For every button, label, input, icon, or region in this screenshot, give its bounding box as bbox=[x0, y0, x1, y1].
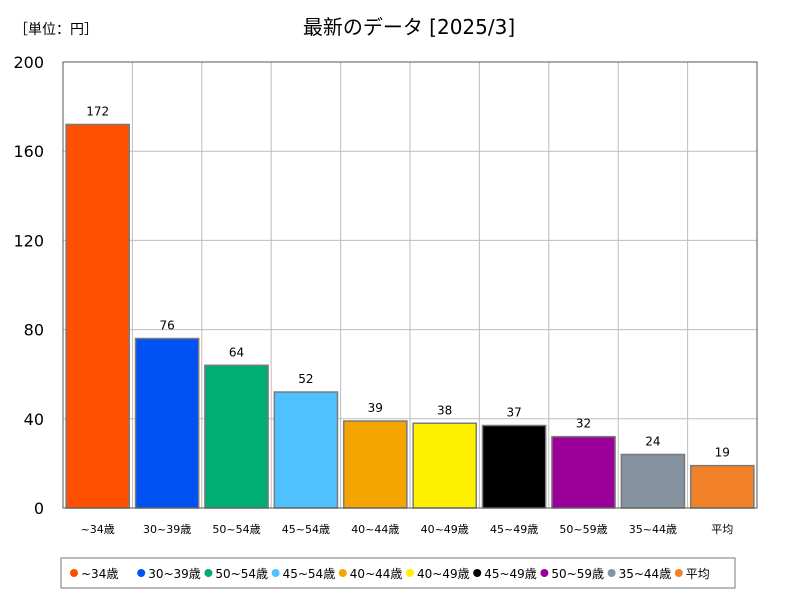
data-labels: 172 76 64 52 39 38 37 32 24 19 bbox=[86, 104, 730, 459]
legend-marker bbox=[204, 569, 213, 577]
legend: ~34歳 30~39歳 50~54歳 45~54歳 40~44歳 40~49歳 45~49歳… bbox=[70, 567, 710, 581]
bar bbox=[134, 337, 200, 509]
legend-label: 30~39歳 bbox=[148, 567, 201, 581]
unit-label: ［単位：円］ bbox=[14, 22, 98, 38]
y-tick-label: 80 bbox=[24, 321, 44, 340]
legend-label: 40~49歳 bbox=[417, 567, 470, 581]
x-tick-label: 平均 bbox=[711, 523, 733, 536]
chart-title: 最新のデータ [2025/3] bbox=[303, 15, 515, 39]
x-tick-label: 40~44歳 bbox=[351, 523, 399, 536]
x-tick-label: 45~54歳 bbox=[282, 523, 330, 536]
x-tick-label: 50~54歳 bbox=[212, 523, 260, 536]
legend-label: 45~49歳 bbox=[484, 567, 537, 581]
legend-marker bbox=[271, 569, 280, 577]
legend-marker bbox=[607, 569, 616, 577]
data-label: 52 bbox=[298, 372, 313, 386]
x-tick-label: 30~39歳 bbox=[143, 523, 191, 536]
y-axis-ticks: 0 40 80 120 160 200 bbox=[13, 53, 44, 518]
x-tick-label: 35~44歳 bbox=[629, 523, 677, 536]
bar bbox=[204, 364, 269, 509]
bar bbox=[689, 464, 755, 509]
y-tick-label: 120 bbox=[13, 231, 44, 250]
legend-marker bbox=[674, 569, 683, 577]
plot-area-border bbox=[62, 61, 758, 509]
data-label: 19 bbox=[715, 446, 730, 460]
bar bbox=[412, 422, 478, 509]
bar bbox=[551, 435, 616, 509]
bar bbox=[481, 424, 547, 509]
data-label: 39 bbox=[368, 401, 383, 415]
data-label: 64 bbox=[229, 345, 244, 359]
y-tick-label: 0 bbox=[34, 499, 44, 518]
data-label: 37 bbox=[506, 405, 521, 419]
bars bbox=[65, 123, 755, 509]
legend-marker bbox=[540, 569, 549, 577]
legend-label: 45~54歳 bbox=[283, 567, 336, 581]
x-tick-label: ~34歳 bbox=[81, 523, 115, 536]
legend-marker bbox=[137, 569, 146, 577]
x-axis-ticks: ~34歳 30~39歳 50~54歳 45~54歳 40~44歳 40~49歳 45~49歳… bbox=[81, 523, 734, 536]
legend-marker bbox=[473, 569, 482, 577]
bar bbox=[342, 420, 408, 509]
bar bbox=[273, 391, 339, 509]
bar bbox=[65, 123, 131, 509]
x-tick-label: 40~49歳 bbox=[421, 523, 469, 536]
y-tick-label: 160 bbox=[13, 142, 44, 161]
legend-marker bbox=[70, 569, 78, 577]
legend-box bbox=[60, 557, 736, 589]
y-tick-label: 40 bbox=[24, 410, 44, 429]
legend-marker bbox=[406, 569, 414, 577]
data-label: 38 bbox=[437, 403, 452, 417]
data-label: 172 bbox=[86, 104, 109, 118]
legend-label: 平均 bbox=[686, 567, 710, 581]
legend-label: 40~44歳 bbox=[350, 567, 403, 581]
legend-label: ~34歳 bbox=[81, 567, 118, 581]
y-tick-label: 200 bbox=[13, 53, 44, 72]
x-tick-label: 50~59歳 bbox=[559, 523, 607, 536]
legend-marker bbox=[338, 569, 347, 577]
data-label: 32 bbox=[576, 417, 591, 431]
legend-label: 35~44歳 bbox=[619, 567, 672, 581]
data-label: 24 bbox=[645, 434, 660, 448]
data-label: 76 bbox=[159, 319, 174, 333]
legend-label: 50~59歳 bbox=[551, 567, 604, 581]
x-tick-label: 45~49歳 bbox=[490, 523, 538, 536]
bar bbox=[620, 453, 686, 509]
legend-label: 50~54歳 bbox=[215, 567, 268, 581]
